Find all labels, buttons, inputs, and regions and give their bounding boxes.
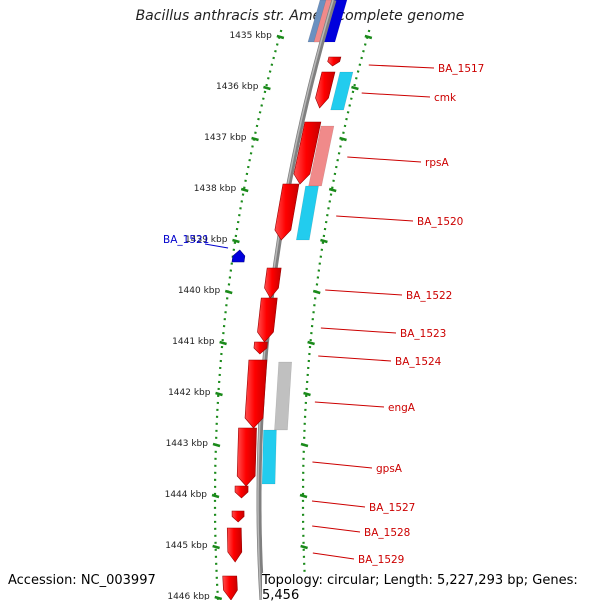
gene-label-line <box>312 552 355 560</box>
gene-arrow <box>244 359 268 429</box>
ruler-tick <box>276 34 285 40</box>
gene-arrow <box>293 121 322 185</box>
ruler-tick-label: 1443 kbp <box>166 439 209 449</box>
ruler-labels: 1435 kbp 1436 kbp 1437 kbp 1438 kbp 1439 kbp… <box>165 31 273 600</box>
ruler-tick-inner <box>320 238 328 244</box>
gene-arrow <box>231 510 245 523</box>
ruler-tick <box>219 340 227 346</box>
feature-band <box>308 125 335 187</box>
gene-label-line <box>325 289 403 296</box>
gene-label-line <box>368 64 435 69</box>
ruler-tick <box>211 493 220 499</box>
map-title: Bacillus anthracis str. Ames, complete g… <box>135 8 465 24</box>
gene-label-line <box>318 355 392 362</box>
feature-band <box>295 185 319 241</box>
gene-label: gpsA <box>376 463 403 475</box>
ruler-tick-label: 1446 kbp <box>167 592 210 600</box>
ruler-tick-label: 1441 kbp <box>172 337 215 347</box>
gene-label: BA_1529 <box>358 554 404 566</box>
gene-label-line <box>314 401 385 408</box>
ruler-tick <box>240 187 249 193</box>
ruler-tick-label: 1442 kbp <box>168 388 211 398</box>
ruler-tick-label: 1438 kbp <box>194 184 237 194</box>
ruler-tick-label: 1437 kbp <box>204 133 247 143</box>
ruler-tick-inner <box>299 493 308 499</box>
topology-label: Topology: circular; Length: 5,227,293 bp… <box>262 573 600 603</box>
gene-label: BA_1524 <box>395 356 442 368</box>
gene-arrow <box>222 575 238 600</box>
ruler-tick-inner <box>300 544 308 550</box>
feature-band <box>261 429 277 485</box>
ruler-tick-label: 1445 kbp <box>165 541 208 551</box>
ruler-dots-inner <box>301 29 371 600</box>
feature-band <box>330 71 354 111</box>
gene-label: BA_1527 <box>369 502 415 514</box>
genes <box>222 56 342 600</box>
gene-label: BA_1517 <box>438 63 484 75</box>
feature-band <box>274 361 292 431</box>
gene-arrow <box>226 527 243 563</box>
gene-label: engA <box>388 402 416 414</box>
gene-label-lines <box>204 64 435 560</box>
gene-label: rpsA <box>425 157 449 169</box>
ruler-ticks <box>211 34 373 600</box>
gene-label-line <box>320 327 397 334</box>
gene-arrow <box>274 183 300 241</box>
ruler-tick <box>263 85 271 91</box>
ruler-tick-label: 1444 kbp <box>165 490 208 500</box>
gene-label-line <box>312 525 361 533</box>
gene-label-line <box>361 92 431 98</box>
ruler-tick-inner <box>303 391 311 397</box>
gene-label: BA_1523 <box>400 328 446 340</box>
gene-arrow <box>315 71 336 109</box>
gene-arrow <box>236 427 257 487</box>
ruler-dots <box>213 29 371 600</box>
gene-label: BA_1520 <box>417 216 463 228</box>
feature-bands <box>261 0 354 485</box>
ruler-tick-inner <box>351 85 359 91</box>
ruler-tick-label: 1440 kbp <box>178 286 221 296</box>
gene-label: BA_1521 <box>163 234 209 246</box>
gene-arrow <box>257 297 278 343</box>
gene-arrow <box>234 485 249 499</box>
gene-label-line <box>312 461 373 469</box>
ruler-tick <box>215 391 223 397</box>
ruler-tick-label: 1435 kbp <box>229 31 272 41</box>
gene-label: cmk <box>434 92 457 104</box>
gene-label-line <box>336 215 414 222</box>
ruler-tick-label: 1439 kbp <box>185 235 228 245</box>
ruler-tick <box>232 238 240 244</box>
ruler-tick-inner <box>307 340 315 346</box>
gene-label-line <box>311 500 366 508</box>
gene-label: BA_1522 <box>406 290 452 302</box>
ruler-tick-inner <box>364 34 373 40</box>
ruler-tick-label: 1436 kbp <box>216 82 259 92</box>
gene-arrow <box>264 267 282 299</box>
accession-label: Accession: NC_003997 <box>8 573 156 588</box>
gene-label-line <box>204 243 229 249</box>
ruler-tick-inner <box>328 187 337 193</box>
gene-arrow <box>231 249 246 263</box>
ruler-tick <box>212 544 220 550</box>
gene-arrow <box>253 341 268 355</box>
gene-label-line <box>347 156 422 163</box>
gene-arrow <box>327 56 342 67</box>
ruler-dots-outer <box>213 29 283 600</box>
gene-label: BA_1528 <box>364 527 410 539</box>
